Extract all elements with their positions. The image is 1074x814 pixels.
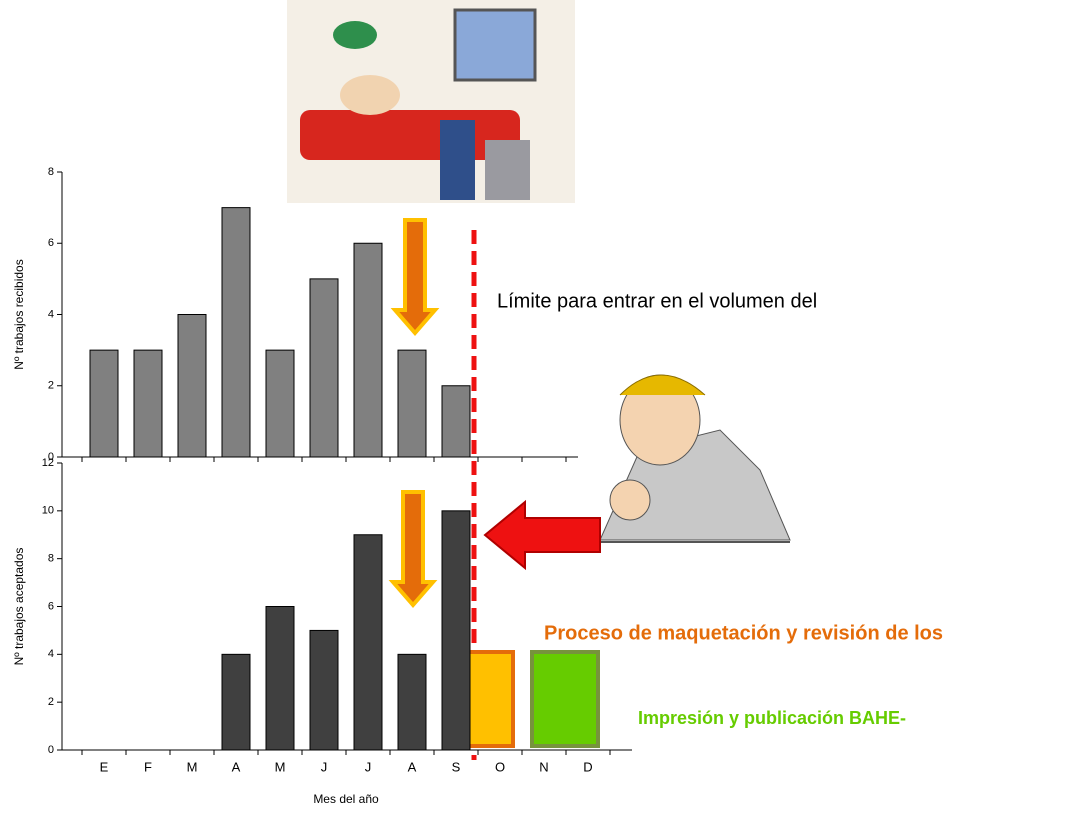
arrow-down	[388, 490, 438, 609]
x-tick-label: F	[144, 759, 152, 774]
bar	[441, 385, 471, 458]
x-axis-title: Mes del año	[313, 792, 379, 806]
arrow-down	[390, 218, 440, 337]
bar	[265, 606, 295, 751]
bar	[89, 349, 119, 458]
x-tick-label: M	[187, 759, 198, 774]
y-tick-label: 8	[48, 553, 54, 565]
y-tick-label: 10	[42, 505, 54, 517]
bar	[397, 349, 427, 458]
y-tick-label: 12	[42, 457, 54, 469]
y-tick-label: 0	[48, 451, 54, 463]
bar	[309, 278, 339, 458]
x-tick-label: S	[452, 759, 461, 774]
cartoon-desk	[287, 0, 575, 203]
x-tick-label: D	[583, 759, 592, 774]
bar	[353, 534, 383, 751]
y-tick-label: 8	[48, 166, 54, 178]
x-tick-label: J	[365, 759, 372, 774]
bar	[309, 629, 339, 751]
x-tick-label: M	[275, 759, 286, 774]
y-tick-label: 6	[48, 237, 54, 249]
x-tick-label: E	[100, 759, 109, 774]
cartoon-angry-man	[580, 374, 791, 543]
y-tick-label: 2	[48, 696, 54, 708]
y-tick-label: 2	[48, 380, 54, 392]
y-axis-title: Nº trabajos recibidos	[12, 259, 26, 369]
x-tick-label: A	[408, 759, 417, 774]
y-tick-label: 0	[48, 744, 54, 756]
bar	[133, 349, 163, 458]
y-tick-label: 4	[48, 308, 54, 320]
arrow-left	[483, 499, 601, 571]
bar	[353, 242, 383, 458]
bar	[221, 653, 251, 751]
x-tick-label: J	[321, 759, 328, 774]
y-axis-title: Nº trabajos aceptados	[12, 548, 26, 666]
bar	[221, 207, 251, 458]
y-tick-label: 4	[48, 648, 54, 660]
print-box	[530, 650, 600, 748]
annotation: Impresión y publicación BAHE-	[638, 708, 906, 728]
x-tick-label: N	[539, 759, 548, 774]
x-tick-label: A	[232, 759, 241, 774]
x-tick-label: O	[495, 759, 505, 774]
bar	[397, 653, 427, 751]
bar	[441, 510, 471, 751]
bar	[265, 349, 295, 458]
y-tick-label: 6	[48, 600, 54, 612]
bar	[177, 314, 207, 458]
annotation: Límite para entrar en el volumen del	[497, 290, 817, 312]
annotation: Proceso de maquetación y revisión de los	[544, 622, 943, 644]
